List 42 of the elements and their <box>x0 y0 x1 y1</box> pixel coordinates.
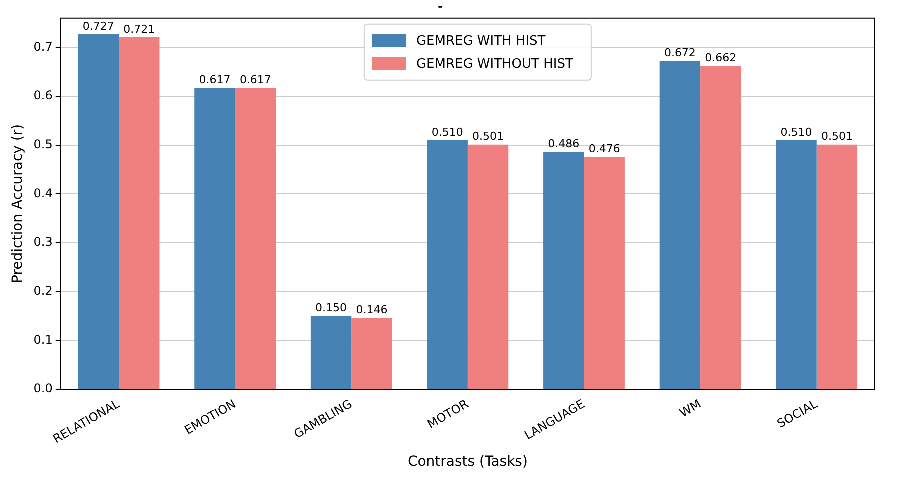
bar <box>584 157 625 390</box>
y-tick-label: 0.6 <box>34 88 53 103</box>
data-label: 0.501 <box>472 130 504 144</box>
y-tick-label: 0.1 <box>34 332 53 347</box>
bar <box>310 316 352 390</box>
y-tick-label: 0.7 <box>34 40 53 54</box>
y-tick-label: 0.4 <box>34 186 53 200</box>
y-tick-label: 0.3 <box>34 235 53 250</box>
bar <box>700 66 742 390</box>
chart-title: - <box>438 0 444 14</box>
data-label: 0.617 <box>199 74 231 87</box>
data-label: 0.486 <box>548 138 580 151</box>
data-label: 0.510 <box>780 126 812 139</box>
bar <box>544 152 584 390</box>
bar <box>352 318 392 390</box>
y-tick-label: 0.0 <box>34 382 53 396</box>
bar <box>78 34 120 390</box>
data-label: 0.617 <box>240 74 272 87</box>
legend-label: GEMREG WITH HIST <box>416 34 546 49</box>
bar <box>235 88 276 390</box>
y-axis-title: Prediction Accuracy (r) <box>10 124 26 284</box>
x-tick-label: WM <box>677 396 704 420</box>
bar <box>776 140 817 390</box>
data-label: 0.476 <box>588 142 620 156</box>
data-label: 0.150 <box>316 302 348 315</box>
bar <box>119 37 160 390</box>
data-label: 0.501 <box>821 130 853 144</box>
bar <box>194 88 236 390</box>
bar <box>816 144 858 390</box>
y-tick-label: 0.2 <box>34 284 53 298</box>
data-label: 0.510 <box>432 126 464 139</box>
bar <box>468 144 509 390</box>
data-label: 0.727 <box>82 20 114 33</box>
y-tick-label: 0.5 <box>34 138 53 152</box>
data-label: 0.662 <box>705 52 737 65</box>
data-label: 0.672 <box>664 46 696 60</box>
bar <box>660 61 701 390</box>
legend-label: GEMREG WITHOUT HIST <box>416 56 574 72</box>
data-label: 0.721 <box>124 22 156 36</box>
x-axis-title: Contrasts (Tasks) <box>408 454 528 470</box>
bar <box>427 140 468 390</box>
data-label: 0.146 <box>356 304 388 317</box>
